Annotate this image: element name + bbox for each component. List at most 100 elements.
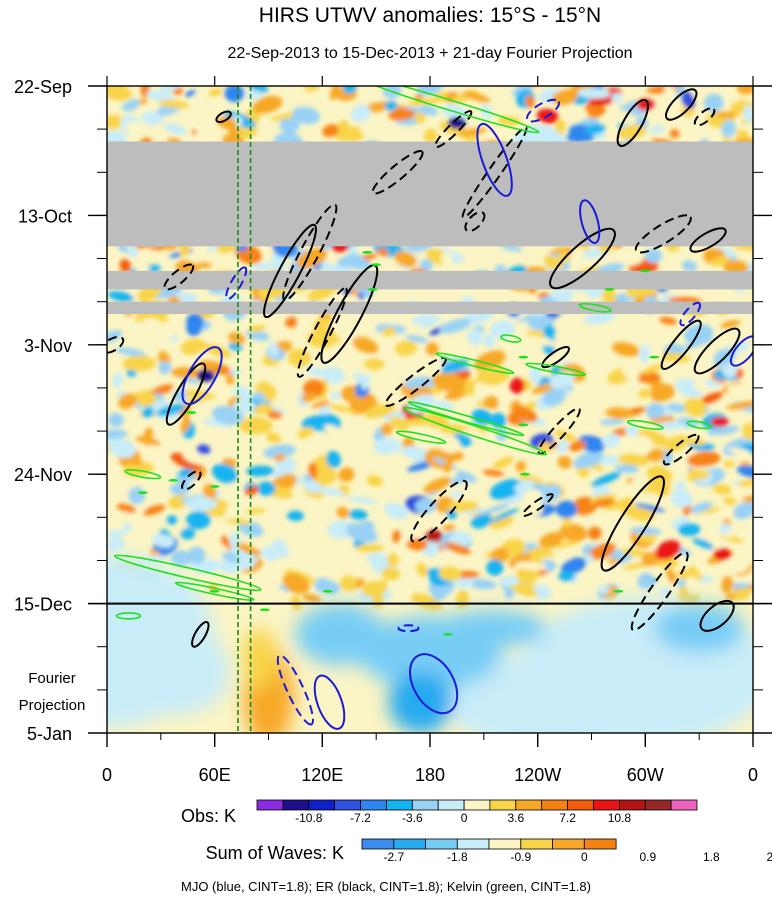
kelvin-dash	[137, 491, 148, 495]
colorbar-cell	[488, 838, 522, 850]
anomaly-cell	[228, 332, 246, 345]
colorbar-tick-label: 2.7	[766, 850, 772, 864]
anomaly-cell	[182, 452, 211, 466]
x-tick-label: 60W	[627, 765, 664, 785]
anomaly-cell	[584, 311, 616, 325]
kelvin-dash	[613, 589, 624, 593]
y-tick-label: 3-Nov	[24, 336, 72, 356]
kelvin-contour	[174, 581, 255, 601]
anomaly-cell	[394, 251, 417, 268]
kelvin-contour	[356, 86, 540, 134]
colorbar-cell	[583, 838, 617, 850]
mjo-contour	[276, 654, 315, 726]
anomaly-cell	[202, 483, 217, 502]
anomaly-cell	[666, 568, 677, 584]
anomaly-cell	[364, 354, 384, 360]
x-tick-label: 120W	[514, 765, 561, 785]
anomaly-cell	[245, 330, 270, 341]
anomaly-cell	[347, 496, 378, 505]
anomaly-cell	[323, 424, 341, 435]
anomaly-cell	[692, 538, 714, 550]
projection-blob	[295, 603, 386, 666]
wave-colorbar: -2.7 -1.8 -0.9 0 0.9 1.8 2.7	[361, 838, 772, 864]
kelvin-dash	[168, 478, 179, 482]
anomaly-cell	[287, 510, 304, 522]
anomaly-cell	[587, 526, 602, 540]
anomaly-cell	[128, 244, 138, 258]
anomaly-cell	[698, 391, 723, 405]
anomaly-cell	[664, 435, 689, 452]
anomaly-cell	[405, 335, 429, 343]
anomaly-cell	[568, 440, 587, 452]
anomaly-cell	[631, 478, 647, 489]
anomaly-cell	[639, 344, 650, 363]
anomaly-cell	[489, 479, 523, 500]
kelvin-dash	[209, 589, 220, 593]
anomaly-cell	[602, 385, 618, 395]
obs-colorbar-label: Obs: K	[181, 806, 236, 826]
anomaly-cell	[211, 463, 238, 484]
anomaly-cell	[492, 456, 514, 469]
er-contour	[263, 223, 317, 319]
anomaly-cell	[621, 368, 641, 379]
anomaly-cell	[202, 418, 234, 427]
colorbar-tick-label: 0.9	[639, 850, 656, 864]
anomaly-cell	[416, 562, 428, 577]
anomaly-cell	[381, 327, 396, 337]
anomaly-cell	[470, 513, 493, 529]
anomaly-cell	[710, 416, 729, 428]
anomaly-cell	[122, 355, 156, 372]
anomaly-cell	[611, 92, 623, 104]
anomaly-cell	[654, 540, 681, 560]
anomaly-cell	[320, 262, 336, 272]
anomaly-cell	[509, 377, 525, 394]
er-contour	[215, 110, 232, 124]
anomaly-cell	[327, 404, 357, 413]
anomaly-cell	[323, 513, 334, 521]
anomaly-cell	[355, 428, 367, 444]
anomaly-cell	[376, 247, 390, 257]
anomaly-cell	[721, 119, 736, 138]
anomaly-cell	[127, 348, 136, 357]
anomaly-cell	[107, 537, 125, 551]
anomaly-cell	[630, 526, 663, 535]
kelvin-dash	[322, 589, 333, 593]
anomaly-cell	[455, 576, 475, 589]
anomaly-cell	[158, 99, 190, 109]
anomaly-cell	[380, 423, 393, 436]
colorbar-cell	[256, 799, 284, 811]
anomaly-cell	[374, 438, 403, 454]
anomaly-cell	[339, 575, 357, 592]
anomaly-cell	[170, 550, 191, 567]
anomaly-cell	[743, 105, 753, 123]
mjo-contour	[729, 335, 753, 367]
anomaly-cell	[403, 376, 433, 389]
anomaly-cell	[166, 515, 178, 525]
anomaly-cell	[192, 92, 205, 108]
er-contour	[191, 621, 210, 648]
projection-blob	[241, 628, 278, 690]
colorbar-cell	[541, 799, 569, 811]
colorbar-tick-label: -0.9	[510, 850, 531, 864]
anomaly-cell	[356, 314, 377, 333]
anomaly-cell	[561, 557, 587, 575]
y-tick-label: 13-Oct	[18, 206, 72, 226]
anomaly-cell	[482, 469, 505, 477]
anomaly-cell	[107, 438, 136, 459]
anomaly-cell	[650, 384, 675, 403]
anomaly-peak	[447, 116, 466, 129]
anomaly-cell	[401, 523, 427, 543]
anomaly-cell	[476, 365, 510, 386]
anomaly-cell	[687, 451, 721, 468]
kelvin-contour	[578, 302, 612, 313]
anomaly-cell	[449, 473, 472, 485]
anomaly-cell	[558, 571, 575, 582]
kelvin-contour	[686, 420, 712, 430]
anomaly-cell	[634, 503, 666, 513]
anomaly-cell	[128, 486, 146, 505]
anomaly-cell	[321, 550, 340, 570]
anomaly-cell	[618, 453, 649, 467]
anomaly-cell	[577, 87, 611, 99]
anomaly-cell	[220, 535, 232, 553]
colorbar-cell	[411, 799, 439, 811]
